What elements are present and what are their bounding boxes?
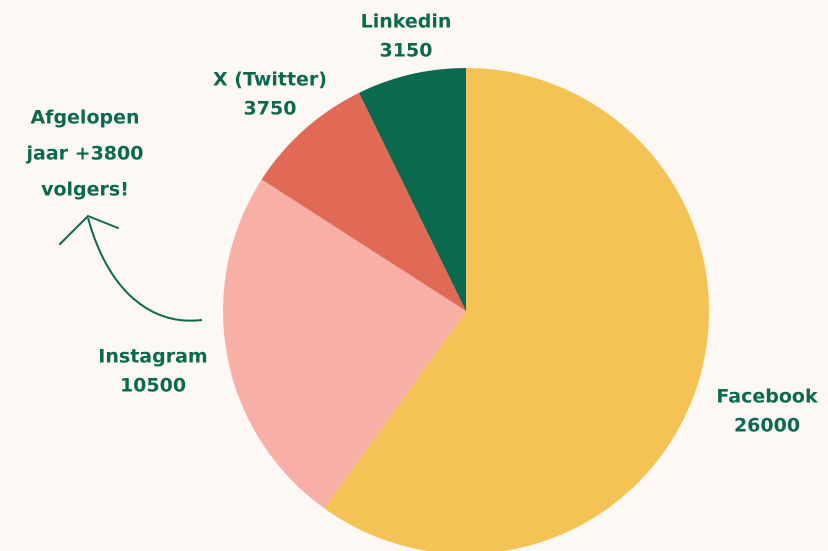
slice-label: Linkedin	[361, 11, 452, 33]
pie-slice	[358, 68, 466, 311]
slice-label: X (Twitter)	[213, 69, 327, 91]
pie	[222, 68, 709, 551]
slice-value: 26000	[734, 415, 800, 437]
annotation-line: jaar +3800	[26, 143, 144, 165]
pie-slice	[261, 92, 466, 311]
annotation-arrow	[87, 217, 203, 322]
pie-slice	[222, 179, 466, 509]
slice-value: 10500	[120, 375, 186, 397]
slice-label: Facebook	[716, 386, 818, 408]
pie-slice	[324, 68, 709, 551]
slice-label: Instagram	[98, 346, 207, 368]
arrow-head	[59, 214, 119, 245]
slice-value: 3150	[380, 40, 433, 62]
annotation-line: volgers!	[41, 179, 129, 201]
slice-value: 3750	[244, 98, 297, 120]
annotation-line: Afgelopen	[30, 107, 139, 129]
